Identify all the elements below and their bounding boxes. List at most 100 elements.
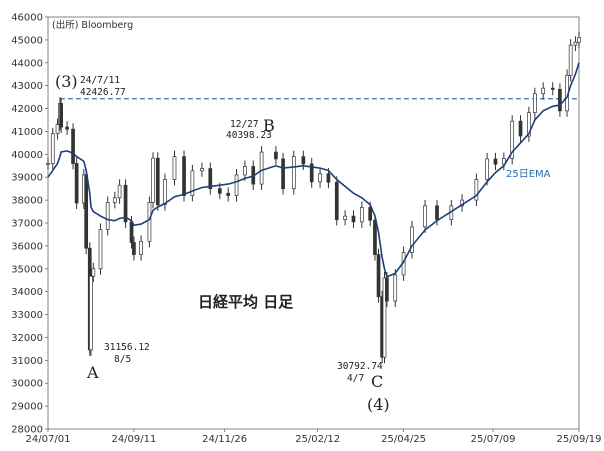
annotation-dec27: 12/27 40398.23 [226,119,272,141]
price-candle [577,37,581,43]
y-tick-label: 41000 [11,127,43,138]
plot-frame [47,16,580,430]
price-candle [163,179,167,206]
price-candle [123,184,128,223]
price-candle [182,156,186,196]
price-candle [326,173,331,183]
price-candle [91,268,96,277]
price-candle [132,242,136,255]
price-candle [359,207,364,223]
y-tick-label: 44000 [11,58,43,69]
price-candle [112,197,117,203]
annotation-c: C [371,372,383,391]
price-candle [89,275,93,351]
price-candle [410,226,414,253]
x-tick-label: 24/11/26 [202,434,247,445]
price-candle [234,174,239,196]
price-candle [55,124,60,135]
x-tick-label: 25/09/19 [557,434,602,445]
y-tick-label: 37000 [11,219,43,230]
price-candle [274,151,278,160]
annotation-apr7: 30792.74 4/7 [337,361,383,384]
price-candle [105,202,110,230]
price-candle [493,158,498,165]
price-candle [117,184,122,199]
price-candle [74,163,79,204]
price-candle [501,158,506,165]
price-candle [351,215,356,223]
price-candle [226,192,231,196]
price-candle [573,41,578,46]
price-candle [139,240,143,255]
ema-25-line [47,62,580,278]
y-tick-label: 36000 [11,241,43,252]
annotation-3: (3) [55,72,78,91]
x-tick-label: 24/09/11 [111,434,156,445]
price-candle [172,156,177,180]
x-tick-label: 24/07/01 [26,434,71,445]
price-series [46,31,581,364]
y-tick-label: 29000 [11,402,43,413]
price-candle [50,133,55,164]
y-tick-label: 38000 [11,196,43,207]
price-candle [208,168,213,190]
y-axis: 28000 29000 30000 31000 32000 33000 34000 35000… [11,13,48,436]
annotation-4: (4) [367,395,390,414]
y-tick-label: 33000 [11,310,43,321]
price-candle [46,163,50,165]
price-candle [291,156,296,190]
price-candle [474,179,479,201]
price-candle [527,112,531,137]
price-candle [485,158,489,180]
price-candle [423,205,427,228]
y-tick-label: 30000 [11,379,43,390]
price-candle [376,254,381,298]
price-candle [98,229,103,270]
price-candle [532,93,537,114]
annotation-b: B [263,116,275,135]
source-label: (出所) Bloomberg [52,19,133,31]
price-candle [550,87,555,90]
price-candle [65,126,69,130]
price-candle [373,219,377,255]
price-candle [59,103,63,128]
price-candle [151,157,155,203]
y-tick-label: 32000 [11,333,43,344]
y-tick-label: 46000 [11,13,43,24]
y-tick-label: 39000 [11,173,43,184]
annotation-jul11: 24/7/11 42426.77 [80,75,126,98]
price-candle [385,277,389,302]
y-tick-label: 34000 [11,287,43,298]
y-tick-label: 43000 [11,81,43,92]
y-tick-label: 40000 [11,150,43,161]
x-tick-label: 25/07/09 [471,434,516,445]
x-tick-label: 25/04/25 [381,434,426,445]
price-candle [541,87,546,95]
annotation-aug5: 31156.12 8/5 [104,342,150,365]
price-candle [368,207,373,221]
price-candle [129,221,134,243]
chart-title: 日経平均 日足 [198,293,294,311]
price-candle [200,168,204,172]
price-candle [510,120,515,159]
price-candle [147,202,152,242]
price-candle [343,215,347,220]
price-candle [217,188,222,194]
y-tick-label: 45000 [11,35,43,46]
price-candle [382,277,387,358]
price-candle [435,205,439,220]
x-tick-label: 25/02/12 [295,434,340,445]
price-candle [84,174,89,249]
x-axis: 24/07/01 24/09/11 24/11/26 25/02/12 25/04/25… [26,429,602,445]
price-candle [318,173,322,183]
price-candle [568,44,573,76]
price-candle [71,128,75,164]
y-tick-label: 28000 [11,425,43,436]
y-tick-label: 42000 [11,104,43,115]
price-candle [334,181,339,220]
price-candle [155,157,160,206]
annotation-a: A [86,363,99,382]
price-candle [301,156,306,165]
price-candle [393,274,398,302]
